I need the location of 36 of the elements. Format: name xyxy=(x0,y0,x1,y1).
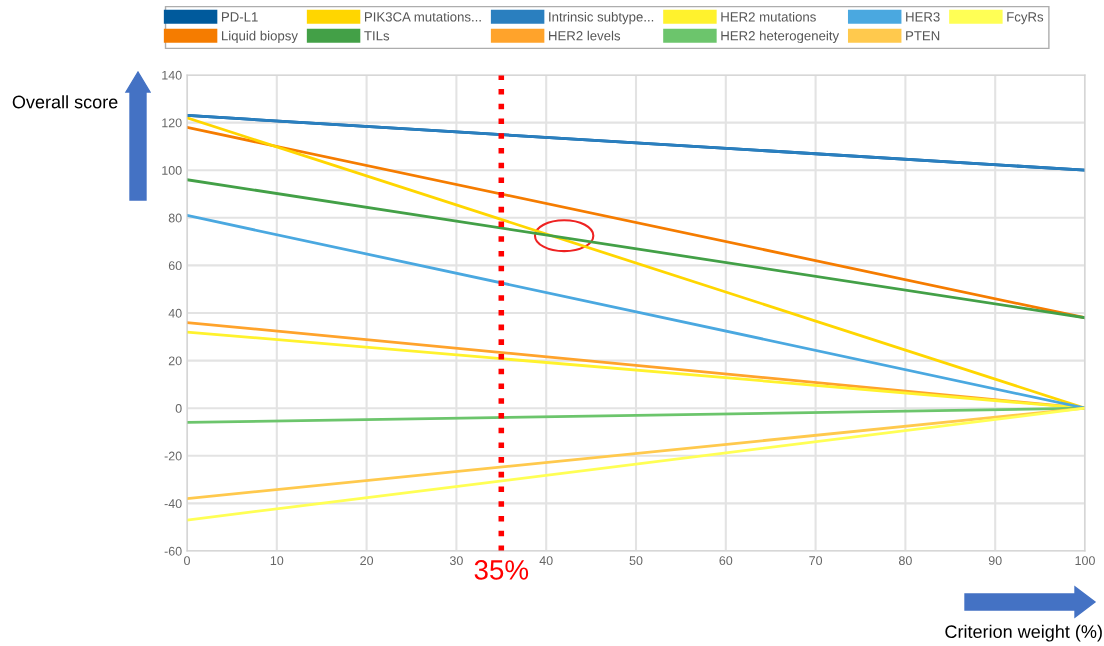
legend-label: PD-L1 xyxy=(222,12,258,22)
legend-label: HER2 mutations xyxy=(721,11,816,22)
x-tick-label: 0 xyxy=(184,556,190,566)
legend-label: TILs xyxy=(364,31,390,41)
y-tick-label: 20 xyxy=(168,356,182,366)
y-tick-label: 0 xyxy=(175,404,182,413)
legend-label: HER2 heterogeneity xyxy=(721,30,840,44)
y-tick-label: -60 xyxy=(164,546,182,556)
x-tick-label: 40 xyxy=(539,556,553,566)
y-tick-label: 100 xyxy=(162,166,182,175)
legend-label: FcyRs xyxy=(1007,12,1044,25)
y-axis-title: Overall score xyxy=(12,95,118,109)
ref-line-label: 35% xyxy=(474,560,529,580)
y-tick-label: -40 xyxy=(164,499,182,509)
y-tick-label: 60 xyxy=(168,261,182,271)
x-tick-label: 10 xyxy=(270,556,284,566)
legend-label: HER2 levels xyxy=(549,30,621,41)
legend-label: PIK3CA mutations... xyxy=(365,11,481,22)
x-tick-label: 100 xyxy=(1075,556,1095,566)
x-axis-title: Criterion weight (%) xyxy=(945,624,1102,642)
x-tick-label: 50 xyxy=(629,556,643,566)
x-tick-label: 20 xyxy=(360,556,374,566)
x-tick-label: 30 xyxy=(449,556,463,566)
legend-label: PTEN xyxy=(906,31,940,41)
legend-label: Intrinsic subtype... xyxy=(549,11,654,25)
y-tick-label: 120 xyxy=(162,118,182,128)
y-tick-label: 140 xyxy=(162,70,182,80)
legend-label: HER3 xyxy=(906,12,940,22)
y-tick-label: -20 xyxy=(164,451,182,461)
x-tick-label: 90 xyxy=(988,556,1002,566)
x-tick-label: 70 xyxy=(809,556,823,566)
x-tick-label: 80 xyxy=(898,556,912,566)
y-tick-label: 80 xyxy=(168,213,182,223)
x-tick-label: 60 xyxy=(719,556,733,566)
legend-label: Liquid biopsy xyxy=(222,30,298,44)
y-tick-label: 40 xyxy=(168,308,182,318)
